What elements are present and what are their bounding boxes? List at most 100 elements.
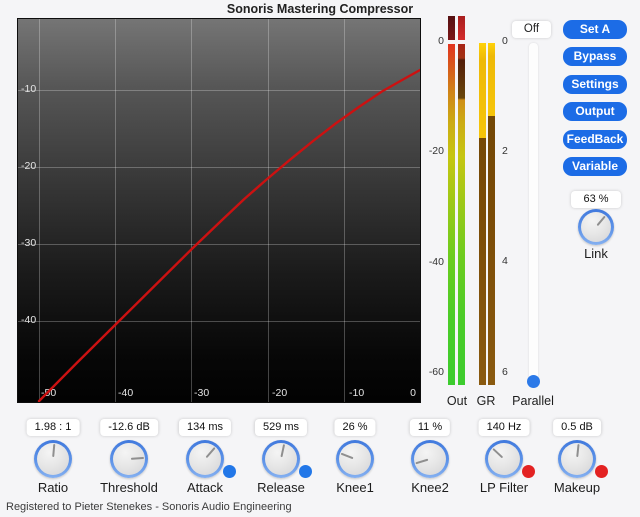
- out-meter-label: Out: [446, 394, 468, 408]
- lp-filter-knob[interactable]: [485, 440, 523, 478]
- parallel-mode-box[interactable]: Off: [512, 21, 551, 38]
- grid-line: [18, 167, 420, 168]
- knob-face: [414, 443, 446, 475]
- gr-meter-right: [488, 43, 495, 385]
- gr-scale-tick: 0: [502, 35, 508, 47]
- knee2-label: Knee2: [411, 480, 449, 495]
- parallel-fader-handle[interactable]: [527, 375, 540, 388]
- variable-button[interactable]: Variable: [563, 157, 627, 176]
- knee1-value-box[interactable]: 26 %: [334, 419, 376, 436]
- set-a-button[interactable]: Set A: [563, 20, 627, 39]
- release-status-dot[interactable]: [299, 465, 312, 478]
- ratio-value-box[interactable]: 1.98 : 1: [26, 419, 80, 436]
- knob-pointer: [205, 447, 216, 459]
- threshold-knob[interactable]: [110, 440, 148, 478]
- knob-face: [581, 212, 611, 242]
- makeup-label: Makeup: [553, 480, 601, 495]
- out-scale-tick: -20: [428, 145, 444, 157]
- out-meter-right-dim-zone: [458, 44, 465, 385]
- link-knob[interactable]: [578, 209, 614, 245]
- makeup-knob[interactable]: [558, 440, 596, 478]
- makeup-value-box[interactable]: 0.5 dB: [553, 419, 601, 436]
- out-scale-tick: -40: [428, 256, 444, 268]
- output-button[interactable]: Output: [563, 102, 627, 121]
- release-knob[interactable]: [262, 440, 300, 478]
- grid-line: [268, 19, 269, 402]
- gr-meter-label: GR: [476, 394, 496, 408]
- knob-pointer: [280, 444, 286, 458]
- link-value-box[interactable]: 63 %: [571, 191, 621, 208]
- grid-line: [18, 90, 420, 91]
- x-axis-tick: -40: [118, 387, 134, 399]
- y-axis-tick: -20: [21, 160, 37, 172]
- gr-meter-left-fill: [479, 43, 486, 138]
- lp-filter-knob-unit: 140 Hz LP Filter: [466, 417, 542, 499]
- release-knob-unit: 529 ms Release: [243, 417, 319, 499]
- lp-filter-status-dot[interactable]: [522, 465, 535, 478]
- knob-pointer: [340, 452, 354, 460]
- settings-button[interactable]: Settings: [563, 75, 627, 94]
- knob-pointer: [576, 443, 580, 458]
- y-axis-tick: -10: [21, 83, 37, 95]
- x-axis-tick: -30: [194, 387, 210, 399]
- threshold-knob-unit: -12.6 dB Threshold: [91, 417, 167, 499]
- bypass-button[interactable]: Bypass: [563, 47, 627, 66]
- knob-face: [265, 443, 297, 475]
- parallel-fader-track[interactable]: [529, 43, 538, 386]
- grid-line: [18, 321, 420, 322]
- attack-label: Attack: [186, 480, 224, 495]
- out-clip-indicator-left[interactable]: [448, 16, 455, 40]
- gr-scale-tick: 2: [502, 145, 508, 157]
- knob-pointer: [596, 215, 606, 227]
- registration-text: Registered to Pieter Stenekes - Sonoris …: [6, 501, 292, 513]
- attack-knob[interactable]: [186, 440, 224, 478]
- knee2-value-box[interactable]: 11 %: [409, 419, 451, 436]
- out-scale-tick: -60: [428, 366, 444, 378]
- grid-line: [18, 244, 420, 245]
- gr-scale-tick: 6: [502, 366, 508, 378]
- knob-pointer: [52, 443, 56, 458]
- knob-face: [189, 443, 221, 475]
- ratio-knob-unit: 1.98 : 1 Ratio: [15, 417, 91, 499]
- threshold-value-box[interactable]: -12.6 dB: [100, 419, 158, 436]
- knob-pointer: [492, 448, 504, 459]
- knee1-knob-unit: 26 % Knee1: [317, 417, 393, 499]
- makeup-status-dot[interactable]: [595, 465, 608, 478]
- release-value-box[interactable]: 529 ms: [254, 419, 308, 436]
- feedback-button[interactable]: FeedBack: [563, 130, 627, 149]
- compression-curve: [37, 68, 420, 402]
- gr-scale-tick: 4: [502, 255, 508, 267]
- grid-line: [115, 19, 116, 402]
- knee1-label: Knee1: [336, 480, 374, 495]
- out-scale-tick: 0: [438, 35, 444, 47]
- attack-value-box[interactable]: 134 ms: [178, 419, 232, 436]
- parallel-label: Parallel: [512, 394, 554, 408]
- knee2-knob-unit: 11 % Knee2: [392, 417, 468, 499]
- attack-knob-unit: 134 ms Attack: [167, 417, 243, 499]
- release-label: Release: [257, 480, 305, 495]
- grid-line: [344, 19, 345, 402]
- knee1-knob[interactable]: [336, 440, 374, 478]
- gr-meter-left: [479, 43, 486, 385]
- x-axis-tick: -20: [272, 387, 288, 399]
- knob-pointer: [130, 456, 145, 460]
- ratio-label: Ratio: [37, 480, 69, 495]
- ratio-knob[interactable]: [34, 440, 72, 478]
- threshold-label: Threshold: [100, 480, 158, 495]
- out-clip-indicator-right[interactable]: [458, 16, 465, 40]
- attack-status-dot[interactable]: [223, 465, 236, 478]
- lp-filter-value-box[interactable]: 140 Hz: [478, 419, 530, 436]
- transfer-curve-graph: -10 -20 -30 -40 -50 -40 -30 -20 -10 0: [17, 18, 421, 403]
- knob-pointer: [415, 458, 429, 465]
- x-axis-tick: -10: [349, 387, 365, 399]
- out-meter-left: [448, 44, 455, 385]
- lp-filter-label: LP Filter: [479, 480, 529, 495]
- grid-line: [191, 19, 192, 402]
- gr-meter-right-fill: [488, 43, 495, 116]
- knob-face: [339, 443, 371, 475]
- grid-line: [39, 19, 40, 402]
- x-axis-tick: 0: [410, 387, 416, 399]
- y-axis-tick: -40: [21, 314, 37, 326]
- knee2-knob[interactable]: [411, 440, 449, 478]
